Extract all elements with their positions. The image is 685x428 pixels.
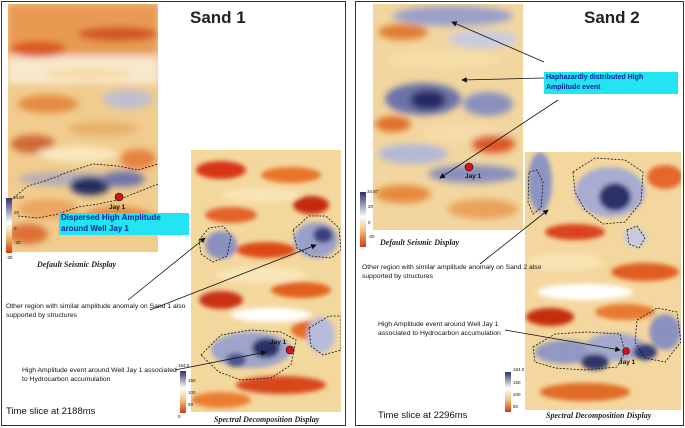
sand2-well-label-default: Jay 1 (465, 173, 482, 180)
sand2-spectral-scale-tick: 100 (513, 392, 521, 397)
sand1-spectral-scale-min: 0 (178, 414, 181, 419)
sand2-seismic-colorbar (360, 192, 366, 247)
sand2-spectral-colorbar (505, 372, 511, 412)
sand2-spectral-caption: Spectral Decomposition Display (546, 411, 652, 420)
sand2-high-amplitude-note: High Amplitude event around Well Jay 1 a… (378, 321, 501, 337)
sand1-seismic-scale-tick: 20 (14, 210, 20, 215)
sand2-other-region-note: Other region with similar amplitude anom… (362, 264, 542, 280)
sand2-well-label-spectral: Jay 1 (619, 359, 636, 366)
sand1-highlight-label: Dispersed High Amplitude around Well Jay… (59, 213, 189, 235)
sand2-seismic-scale-tick: 0 (368, 220, 371, 225)
sand2-highlight-label: Haphazardly distributed High Amplitude e… (544, 72, 678, 95)
sand1-default-caption: Default Seismic Display (37, 260, 117, 269)
sand2-spectral-scale-tick: 150 (513, 380, 521, 385)
sand1-other-region-note: Other region with similar amplitude anom… (6, 303, 186, 319)
sand2-default-seismic-map (373, 4, 523, 230)
sand1-well-label-default: Jay 1 (109, 204, 126, 211)
sand1-seismic-colorbar (6, 198, 12, 253)
sand2-title: Sand 2 (584, 8, 640, 27)
sand1-spectral-caption: Spectral Decomposition Display (214, 415, 320, 424)
sand2-seismic-scale-tick: -20 (368, 234, 375, 239)
sand1-spectral-scale-tick: 150 (188, 378, 196, 383)
sand1-time-slice: Time slice at 2188ms (6, 406, 96, 417)
sand1-high-amplitude-note: High Amplitude event around Well Jay 1 a… (22, 367, 177, 383)
sand1-well-label-spectral: Jay 1 (270, 339, 287, 346)
sand1-spectral-map (191, 150, 341, 412)
sand2-spectral-map (525, 152, 681, 410)
sand1-default-seismic-map (8, 4, 158, 252)
sand1-seismic-scale-min: -35 (6, 255, 13, 260)
sand1-spectral-colorbar (180, 371, 186, 413)
sand2-seismic-scale-tick: 20 (368, 204, 374, 209)
sand1-spectral-scale-tick: 50 (188, 402, 194, 407)
sand2-time-slice: Time slice at 2296ms (378, 410, 468, 421)
sand2-seismic-scale-max: 34.87 (367, 189, 379, 194)
sand1-seismic-scale-max: 34.87 (13, 195, 25, 200)
sand1-seismic-scale-tick: 0 (14, 226, 17, 231)
sand2-spectral-scale-max: 184.0 (513, 367, 525, 372)
sand1-title: Sand 1 (190, 8, 246, 27)
sand2-default-caption: Default Seismic Display (380, 238, 460, 247)
sand1-seismic-scale-tick: -20 (14, 240, 21, 245)
sand1-spectral-scale-tick: 100 (188, 390, 196, 395)
sand2-spectral-scale-tick: 50 (513, 404, 519, 409)
